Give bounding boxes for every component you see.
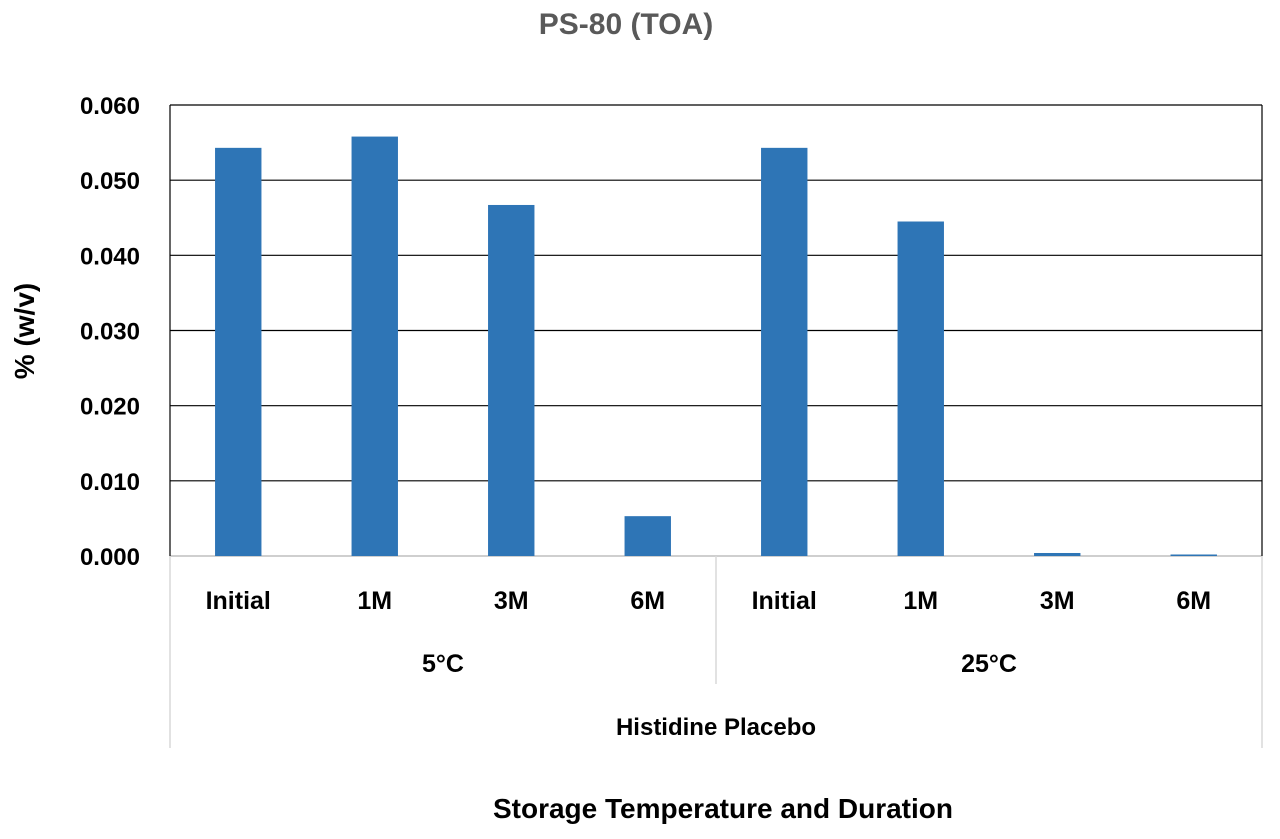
- category-label: 6M: [630, 587, 665, 615]
- bar: [761, 147, 808, 556]
- bar: [215, 147, 262, 556]
- bar: [624, 516, 671, 556]
- super-group-label: Histidine Placebo: [616, 714, 816, 741]
- y-tick-label: 0.000: [80, 544, 140, 571]
- bar: [351, 136, 398, 556]
- y-tick-label: 0.040: [80, 243, 140, 270]
- group-label: 25°C: [961, 650, 1017, 678]
- chart-title: PS-80 (TOA): [539, 8, 713, 41]
- gridlines: [169, 104, 1263, 557]
- category-label: 3M: [1040, 587, 1075, 615]
- category-label: 6M: [1176, 587, 1211, 615]
- group-label: 5°C: [422, 650, 464, 678]
- x-axis-label: Storage Temperature and Duration: [493, 793, 953, 824]
- y-tick-label: 0.050: [80, 168, 140, 195]
- y-tick-label: 0.060: [80, 93, 140, 120]
- y-tick-label: 0.010: [80, 469, 140, 496]
- bars: [215, 136, 1217, 556]
- bar: [488, 204, 535, 556]
- y-axis-label: % (w/v): [9, 283, 40, 379]
- category-label: Initial: [752, 587, 817, 615]
- bar: [1170, 554, 1217, 556]
- x-axis-categories: Initial 1M 3M 6M 5°C Initial 1M 3M 6M 25°C Histidi…: [169, 556, 1263, 748]
- category-label: 1M: [357, 587, 392, 615]
- category-label: 1M: [903, 587, 938, 615]
- bar: [1034, 552, 1081, 556]
- y-axis-ticks: 0.000 0.010 0.020 0.030 0.040 0.050 0.060: [80, 93, 140, 571]
- y-tick-label: 0.030: [80, 319, 140, 346]
- category-label: Initial: [206, 587, 271, 615]
- bar: [897, 221, 944, 556]
- y-tick-label: 0.020: [80, 394, 140, 421]
- category-label: 3M: [494, 587, 529, 615]
